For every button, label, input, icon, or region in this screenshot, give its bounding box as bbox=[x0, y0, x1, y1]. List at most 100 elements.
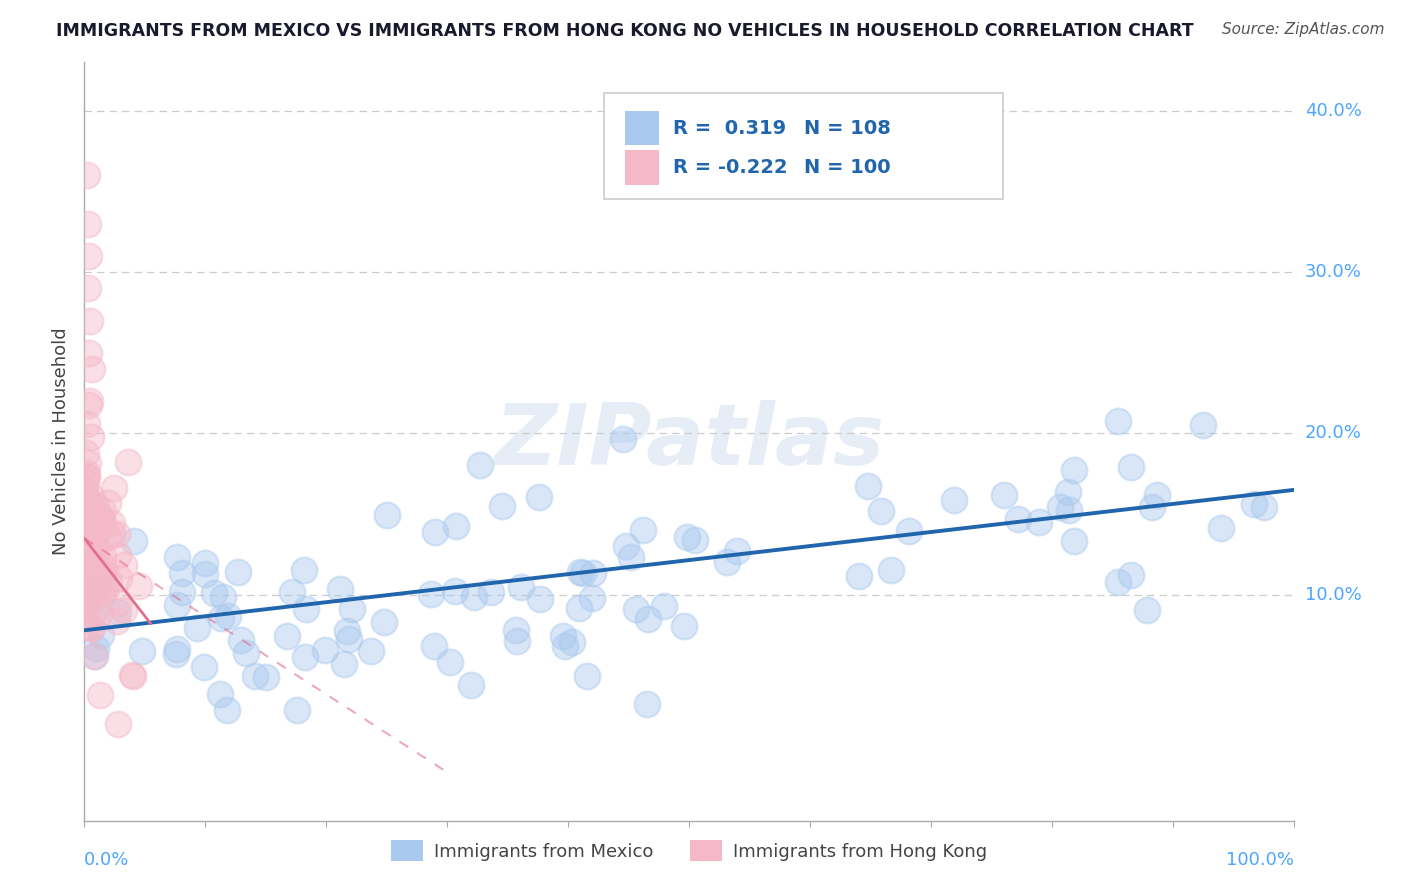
Point bbox=[77, 249, 100, 263]
Point bbox=[75, 562, 97, 576]
Point bbox=[683, 533, 706, 548]
Point bbox=[166, 642, 188, 657]
Point bbox=[439, 655, 461, 669]
FancyBboxPatch shape bbox=[605, 93, 1004, 199]
Point bbox=[624, 602, 647, 616]
Point bbox=[89, 688, 111, 702]
Point bbox=[75, 511, 97, 525]
Point bbox=[1057, 503, 1080, 517]
Point bbox=[166, 549, 188, 564]
Point bbox=[373, 615, 395, 629]
Point bbox=[1063, 533, 1085, 548]
Point bbox=[561, 635, 583, 649]
Point bbox=[93, 581, 115, 595]
Point bbox=[94, 582, 117, 596]
Point bbox=[97, 574, 120, 588]
Point bbox=[856, 479, 879, 493]
Point bbox=[105, 614, 128, 628]
Point bbox=[100, 516, 122, 530]
Point bbox=[1243, 497, 1265, 511]
Point bbox=[212, 590, 235, 604]
Point bbox=[505, 623, 527, 637]
Point bbox=[87, 599, 110, 613]
Point bbox=[423, 524, 446, 539]
Point bbox=[581, 591, 603, 605]
Text: R =  0.319: R = 0.319 bbox=[673, 119, 786, 137]
Point bbox=[75, 469, 97, 483]
Point bbox=[90, 628, 112, 642]
Point bbox=[194, 567, 217, 582]
Point bbox=[76, 456, 98, 470]
Point bbox=[79, 518, 101, 533]
Point bbox=[103, 481, 125, 495]
Point bbox=[76, 501, 98, 516]
Point bbox=[77, 281, 100, 295]
Legend: Immigrants from Mexico, Immigrants from Hong Kong: Immigrants from Mexico, Immigrants from … bbox=[384, 833, 994, 869]
Point bbox=[97, 496, 120, 510]
Point bbox=[943, 493, 966, 508]
Point bbox=[620, 549, 643, 564]
FancyBboxPatch shape bbox=[624, 151, 659, 185]
Point bbox=[117, 455, 139, 469]
Point bbox=[226, 565, 249, 579]
Point bbox=[491, 499, 513, 513]
Point bbox=[84, 640, 107, 655]
Text: N = 108: N = 108 bbox=[804, 119, 890, 137]
Point bbox=[568, 601, 591, 615]
Point bbox=[76, 607, 98, 622]
Point bbox=[576, 669, 599, 683]
Point bbox=[193, 660, 215, 674]
Point bbox=[112, 558, 135, 573]
Point bbox=[128, 579, 150, 593]
Point bbox=[86, 510, 108, 524]
Point bbox=[75, 475, 97, 490]
Point bbox=[170, 566, 193, 580]
Point bbox=[1146, 488, 1168, 502]
Point bbox=[76, 571, 98, 585]
Point bbox=[80, 592, 103, 607]
Point bbox=[80, 622, 103, 636]
Point bbox=[725, 544, 748, 558]
Point bbox=[76, 556, 98, 570]
Point bbox=[77, 558, 100, 573]
Point bbox=[89, 511, 111, 525]
Point bbox=[880, 563, 903, 577]
Point bbox=[76, 417, 98, 432]
Text: 20.0%: 20.0% bbox=[1305, 425, 1361, 442]
Point bbox=[314, 643, 336, 657]
Point bbox=[572, 566, 595, 581]
Point bbox=[75, 537, 97, 551]
Point bbox=[77, 500, 100, 515]
Point bbox=[91, 587, 114, 601]
Point bbox=[170, 585, 193, 599]
Point bbox=[84, 649, 107, 664]
Point bbox=[1136, 603, 1159, 617]
Point bbox=[1107, 414, 1129, 428]
Point bbox=[96, 530, 118, 544]
Point bbox=[294, 650, 316, 665]
Point bbox=[80, 608, 103, 623]
Point bbox=[79, 313, 101, 327]
Point bbox=[76, 169, 98, 183]
Point bbox=[84, 528, 107, 542]
Point bbox=[73, 579, 96, 593]
Point bbox=[235, 646, 257, 660]
Point bbox=[84, 551, 107, 566]
Point bbox=[80, 498, 103, 512]
Point bbox=[75, 513, 97, 527]
Point bbox=[84, 541, 107, 555]
Text: 100.0%: 100.0% bbox=[1226, 851, 1294, 869]
Point bbox=[340, 602, 363, 616]
Point bbox=[1028, 515, 1050, 529]
Point bbox=[676, 530, 699, 544]
Point bbox=[443, 584, 465, 599]
Point bbox=[82, 584, 104, 599]
Point bbox=[506, 633, 529, 648]
Point bbox=[1140, 500, 1163, 515]
Point bbox=[83, 649, 105, 664]
Point bbox=[77, 346, 100, 360]
Point bbox=[79, 516, 101, 530]
Point bbox=[121, 668, 143, 682]
Point bbox=[336, 624, 359, 638]
Point bbox=[614, 539, 637, 553]
